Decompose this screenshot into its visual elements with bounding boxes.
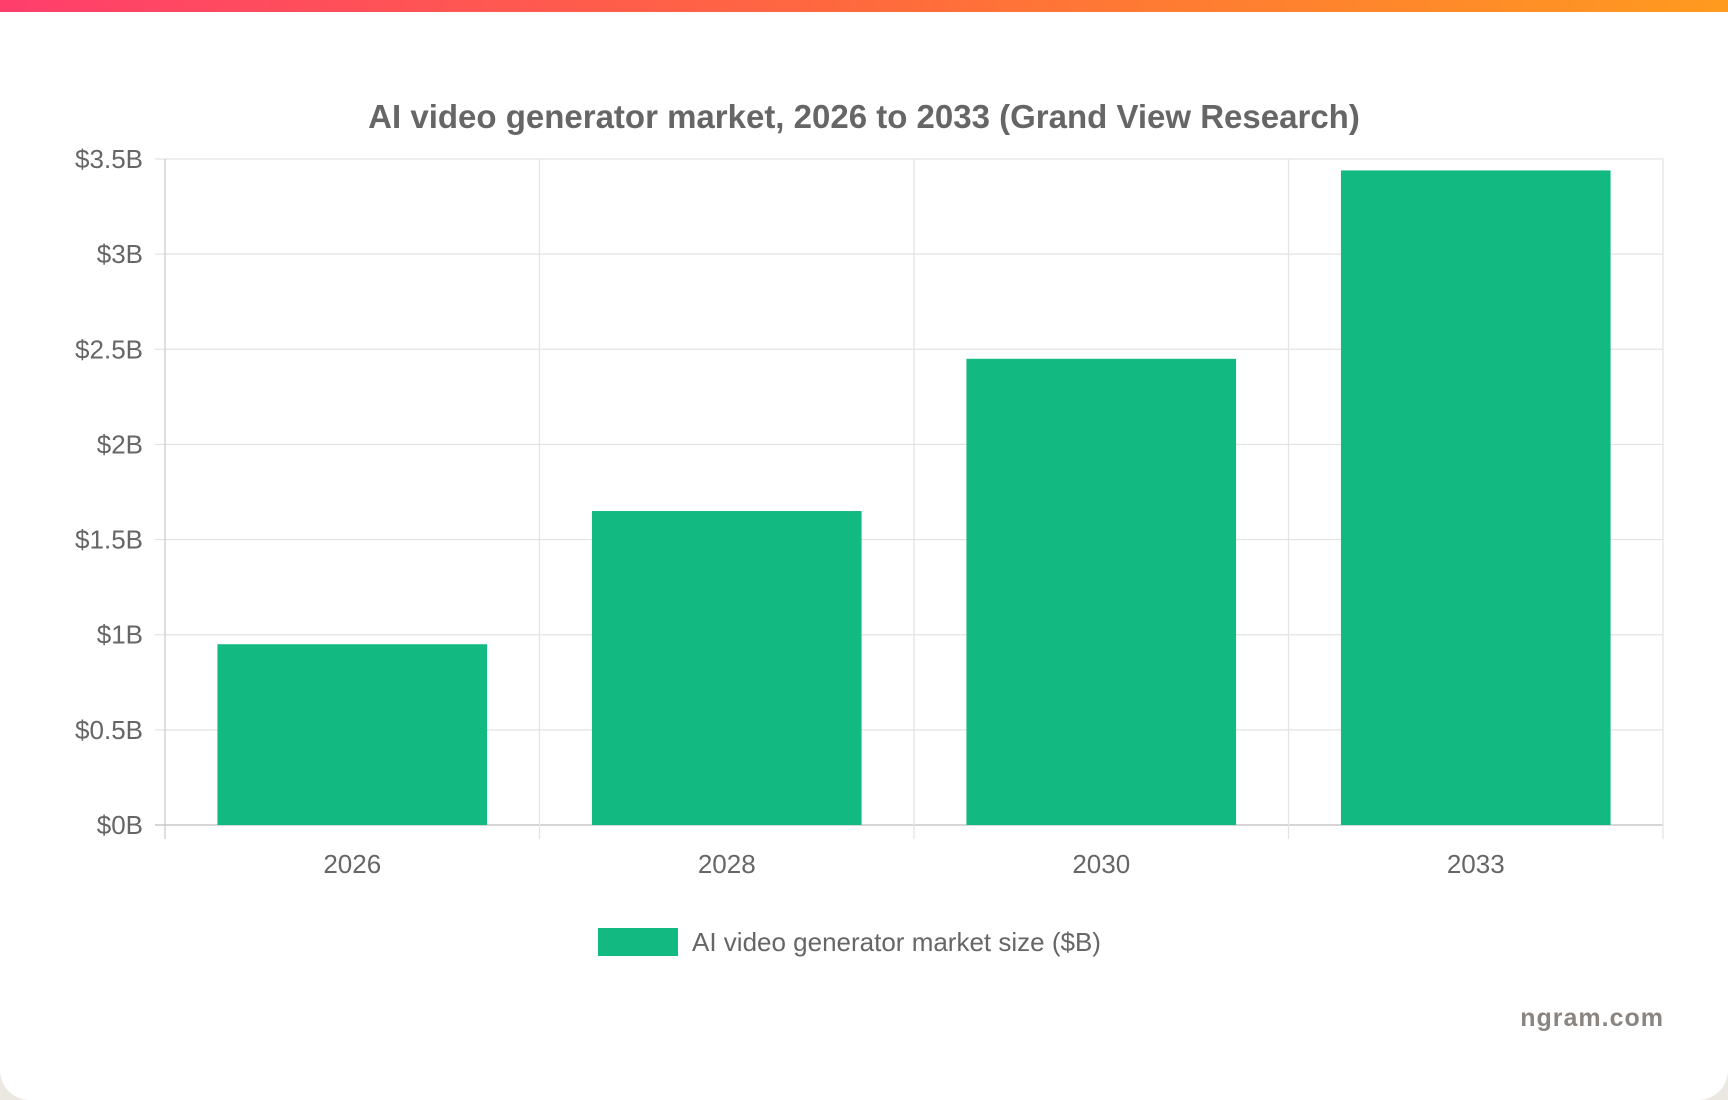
y-tick-label: $0.5B — [75, 715, 143, 745]
x-tick-label: 2028 — [698, 849, 756, 879]
y-tick-label: $1.5B — [75, 525, 143, 555]
bars — [217, 170, 1611, 826]
y-tick-label: $2.5B — [75, 334, 143, 364]
x-tick-label: 2033 — [1447, 849, 1505, 879]
legend-swatch[interactable] — [598, 928, 678, 956]
y-tick-label: $3.5B — [75, 144, 143, 174]
y-tick-label: $0B — [97, 810, 143, 840]
y-tick-label: $3B — [97, 239, 143, 269]
y-tick-label: $2B — [97, 429, 143, 459]
x-tick-label: 2030 — [1072, 849, 1130, 879]
legend[interactable]: AI video generator market size ($B) — [598, 927, 1101, 957]
axes: $0B $0.5B $1B $1.5B $2B $2.5B $3B $3.5B 2026 2028… — [75, 144, 1505, 879]
bar-2026[interactable] — [217, 644, 488, 825]
bar-2030[interactable] — [966, 358, 1237, 825]
x-tick-label: 2026 — [323, 849, 381, 879]
bar-2028[interactable] — [591, 511, 862, 825]
chart-title: AI video generator market, 2026 to 2033 … — [368, 98, 1360, 135]
brand-gradient-bar — [0, 0, 1728, 12]
legend-label[interactable]: AI video generator market size ($B) — [692, 927, 1101, 957]
watermark: ngram.com — [1520, 1004, 1664, 1032]
bar-2033[interactable] — [1340, 170, 1611, 826]
y-tick-label: $1B — [97, 620, 143, 650]
